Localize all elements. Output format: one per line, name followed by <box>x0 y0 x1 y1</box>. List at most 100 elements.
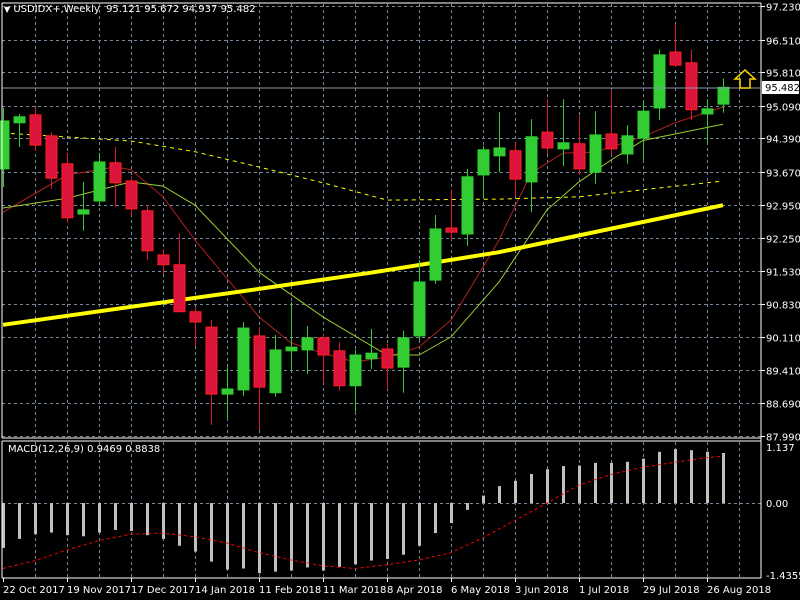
time-tick-label: 1 Jul 2018 <box>579 585 629 596</box>
bearish-candle <box>317 335 330 383</box>
bearish-candle <box>29 106 42 151</box>
bullish-candle <box>653 49 666 121</box>
grid <box>2 4 761 577</box>
macd-histogram-bar <box>722 453 725 503</box>
candle-body <box>237 327 250 391</box>
macd-histogram-bar <box>626 461 629 503</box>
macd-histogram-bar <box>498 486 501 503</box>
buy-arrow-icon[interactable] <box>733 68 757 89</box>
macd-label: MACD(12,26,9) 0.9469 0.8838 <box>8 444 161 455</box>
candle-body <box>589 134 602 173</box>
macd-histogram-bar <box>610 462 613 503</box>
bullish-candle <box>701 99 714 143</box>
candle-body <box>381 348 394 369</box>
bullish-candle <box>717 78 730 113</box>
macd-histogram-bar <box>162 503 165 539</box>
macd-histogram-bar <box>594 462 597 503</box>
bearish-candle <box>685 49 698 121</box>
candle-body <box>77 209 90 215</box>
macd-histogram-bar <box>82 503 85 537</box>
price-tick-label: 95.090 <box>766 103 800 114</box>
ohlc-values: 95.121 95.672 94.937 95.482 <box>106 4 256 15</box>
macd-histogram-bar <box>226 503 229 570</box>
candle-body <box>509 150 522 180</box>
macd-histogram-bar <box>178 503 181 546</box>
bullish-candle <box>557 99 570 167</box>
bearish-candle <box>381 343 394 389</box>
candle-body <box>189 311 202 323</box>
price-tick-label: 94.390 <box>766 135 800 146</box>
current-price-box <box>762 81 799 94</box>
bullish-candle <box>349 349 362 412</box>
candle-body <box>349 354 362 387</box>
bearish-candle <box>173 233 186 313</box>
bullish-candle <box>429 214 442 284</box>
macd-panel <box>2 449 761 574</box>
bearish-candle <box>109 147 122 208</box>
price-tick-label: 91.530 <box>766 268 800 279</box>
candle-body <box>445 227 458 233</box>
bearish-candle <box>573 115 586 175</box>
symbol-label: USDIDX+,Weekly <box>13 4 100 15</box>
macd-tick-label: 0.00 <box>766 499 788 510</box>
candle-body <box>429 228 442 281</box>
collapse-triangle-icon[interactable]: ▼ <box>4 5 11 14</box>
candle-body <box>621 135 634 155</box>
candle-body <box>605 133 618 150</box>
bullish-candle <box>269 335 282 397</box>
bullish-candle <box>397 330 410 393</box>
price-tick-label: 97.230 <box>766 3 800 14</box>
candle-body <box>317 337 330 356</box>
candle-body <box>269 349 282 394</box>
macd-histogram-bar <box>370 503 373 561</box>
price-tick-label: 90.830 <box>766 301 800 312</box>
candle-body <box>685 62 698 111</box>
price-tick-label: 95.810 <box>766 69 800 80</box>
macd-histogram-bar <box>690 450 693 503</box>
time-tick-label: 17 Dec 2017 <box>131 585 195 596</box>
time-tick-label: 11 Feb 2018 <box>259 585 321 596</box>
macd-histogram-bar <box>2 503 5 548</box>
time-tick-label: 11 Mar 2018 <box>323 585 386 596</box>
price-tick-label: 87.990 <box>766 433 800 444</box>
candle-body <box>397 337 410 368</box>
candle-body <box>413 281 426 337</box>
time-tick-label: 22 Oct 2017 <box>3 585 65 596</box>
candle-body <box>93 161 106 202</box>
time-tick-label: 6 May 2018 <box>451 585 510 596</box>
bullish-candle <box>0 107 10 188</box>
bullish-candle <box>285 301 298 370</box>
macd-histogram-bar <box>450 503 453 524</box>
macd-histogram-bar <box>482 495 485 503</box>
bullish-candle <box>637 101 650 161</box>
macd-histogram-bar <box>274 503 277 572</box>
price-tick-label: 96.510 <box>766 37 800 48</box>
bearish-candle <box>333 341 346 391</box>
candle-body <box>525 136 538 183</box>
candle-body <box>573 143 586 170</box>
axes: 97.230 96.510 95.810 95.090 94.390 93.670 92.9… <box>3 3 800 596</box>
macd-histogram-bar <box>578 465 581 503</box>
macd-histogram-bar <box>18 503 21 539</box>
time-tick-label: 8 Apr 2018 <box>387 585 442 596</box>
time-tick-label: 26 Aug 2018 <box>707 585 771 596</box>
candle-body <box>125 180 138 210</box>
macd-histogram-bar <box>514 480 517 503</box>
candle-body <box>365 352 378 360</box>
macd-histogram-bar <box>386 503 389 559</box>
bearish-candle <box>509 142 522 197</box>
macd-histogram-bar <box>306 503 309 568</box>
candle-body <box>701 108 714 115</box>
time-tick-label: 3 Jun 2018 <box>515 585 569 596</box>
bearish-candle <box>141 205 154 261</box>
current-price-label: 95.482 <box>765 83 800 94</box>
macd-histogram-bar <box>418 503 421 546</box>
bearish-candle <box>669 24 682 67</box>
bullish-candle <box>237 321 250 396</box>
macd-histogram-bar <box>242 503 245 569</box>
candles <box>0 24 730 430</box>
bullish-candle <box>13 113 26 148</box>
bearish-candle <box>45 132 58 189</box>
bullish-candle <box>525 119 538 213</box>
